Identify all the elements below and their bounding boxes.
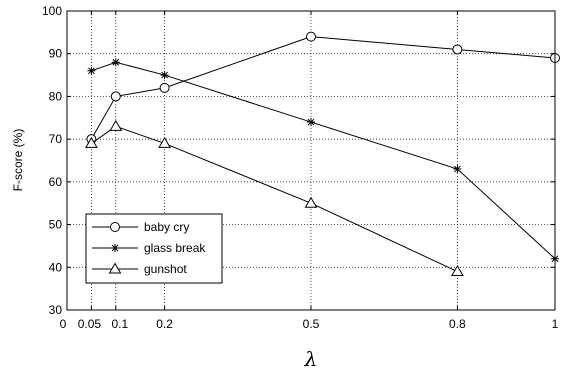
data-point-star [111,58,120,67]
data-point-triangle [451,265,464,277]
axes: 0 0.05 0.1 0.2 0.5 0.8 1 30 40 50 60 70 80 90 100 [42,4,559,331]
x-tick-label: 0.5 [303,317,320,331]
data-point-triangle [109,119,123,131]
legend-marker-star [111,244,119,252]
x-tick-label: 0.05 [78,317,102,331]
legend-item: gunshot [92,262,187,276]
data-point-circle [306,31,316,42]
x-tick-label: 0.8 [449,317,466,331]
series-gunshot [85,119,464,277]
y-tick-label: 100 [42,4,62,18]
x-tick-label: 0 [60,317,67,331]
y-axis-label: F-score (%) [11,129,25,192]
y-tick-label: 40 [49,260,63,274]
legend-marker-circle [110,222,120,232]
data-point-circle [159,82,170,93]
data-point-circle [452,44,463,55]
legend-label: baby cry [144,220,189,234]
y-tick-label: 80 [49,89,63,103]
legend-label: gunshot [144,262,187,276]
x-tick-label: 0.1 [111,317,128,331]
y-tick-label: 70 [49,132,63,146]
data-point-star [160,71,169,80]
legend-item: baby cry [92,220,189,234]
legend-label: glass break [144,241,206,255]
legend: baby cry glass break gunshot [85,213,223,284]
y-tick-label: 90 [49,47,63,61]
y-tick-label: 50 [49,218,63,232]
data-point-circle [110,91,121,102]
series-layer [85,31,560,277]
data-point-triangle [304,196,318,208]
series-line [90,36,556,140]
series-line [91,61,556,260]
legend-item: glass break [92,241,206,255]
data-point-triangle [158,136,171,148]
y-tick-label: 60 [49,175,63,189]
data-point-star [87,66,96,75]
data-point-star [307,118,315,127]
x-tick-label: 1 [552,317,559,331]
data-point-star [453,165,462,174]
y-tick-label: 30 [49,303,63,317]
x-axis-label: λ [304,347,318,371]
x-tick-label: 0.2 [156,317,173,331]
data-point-triangle [85,136,98,148]
legend-marker-triangle [108,262,122,274]
